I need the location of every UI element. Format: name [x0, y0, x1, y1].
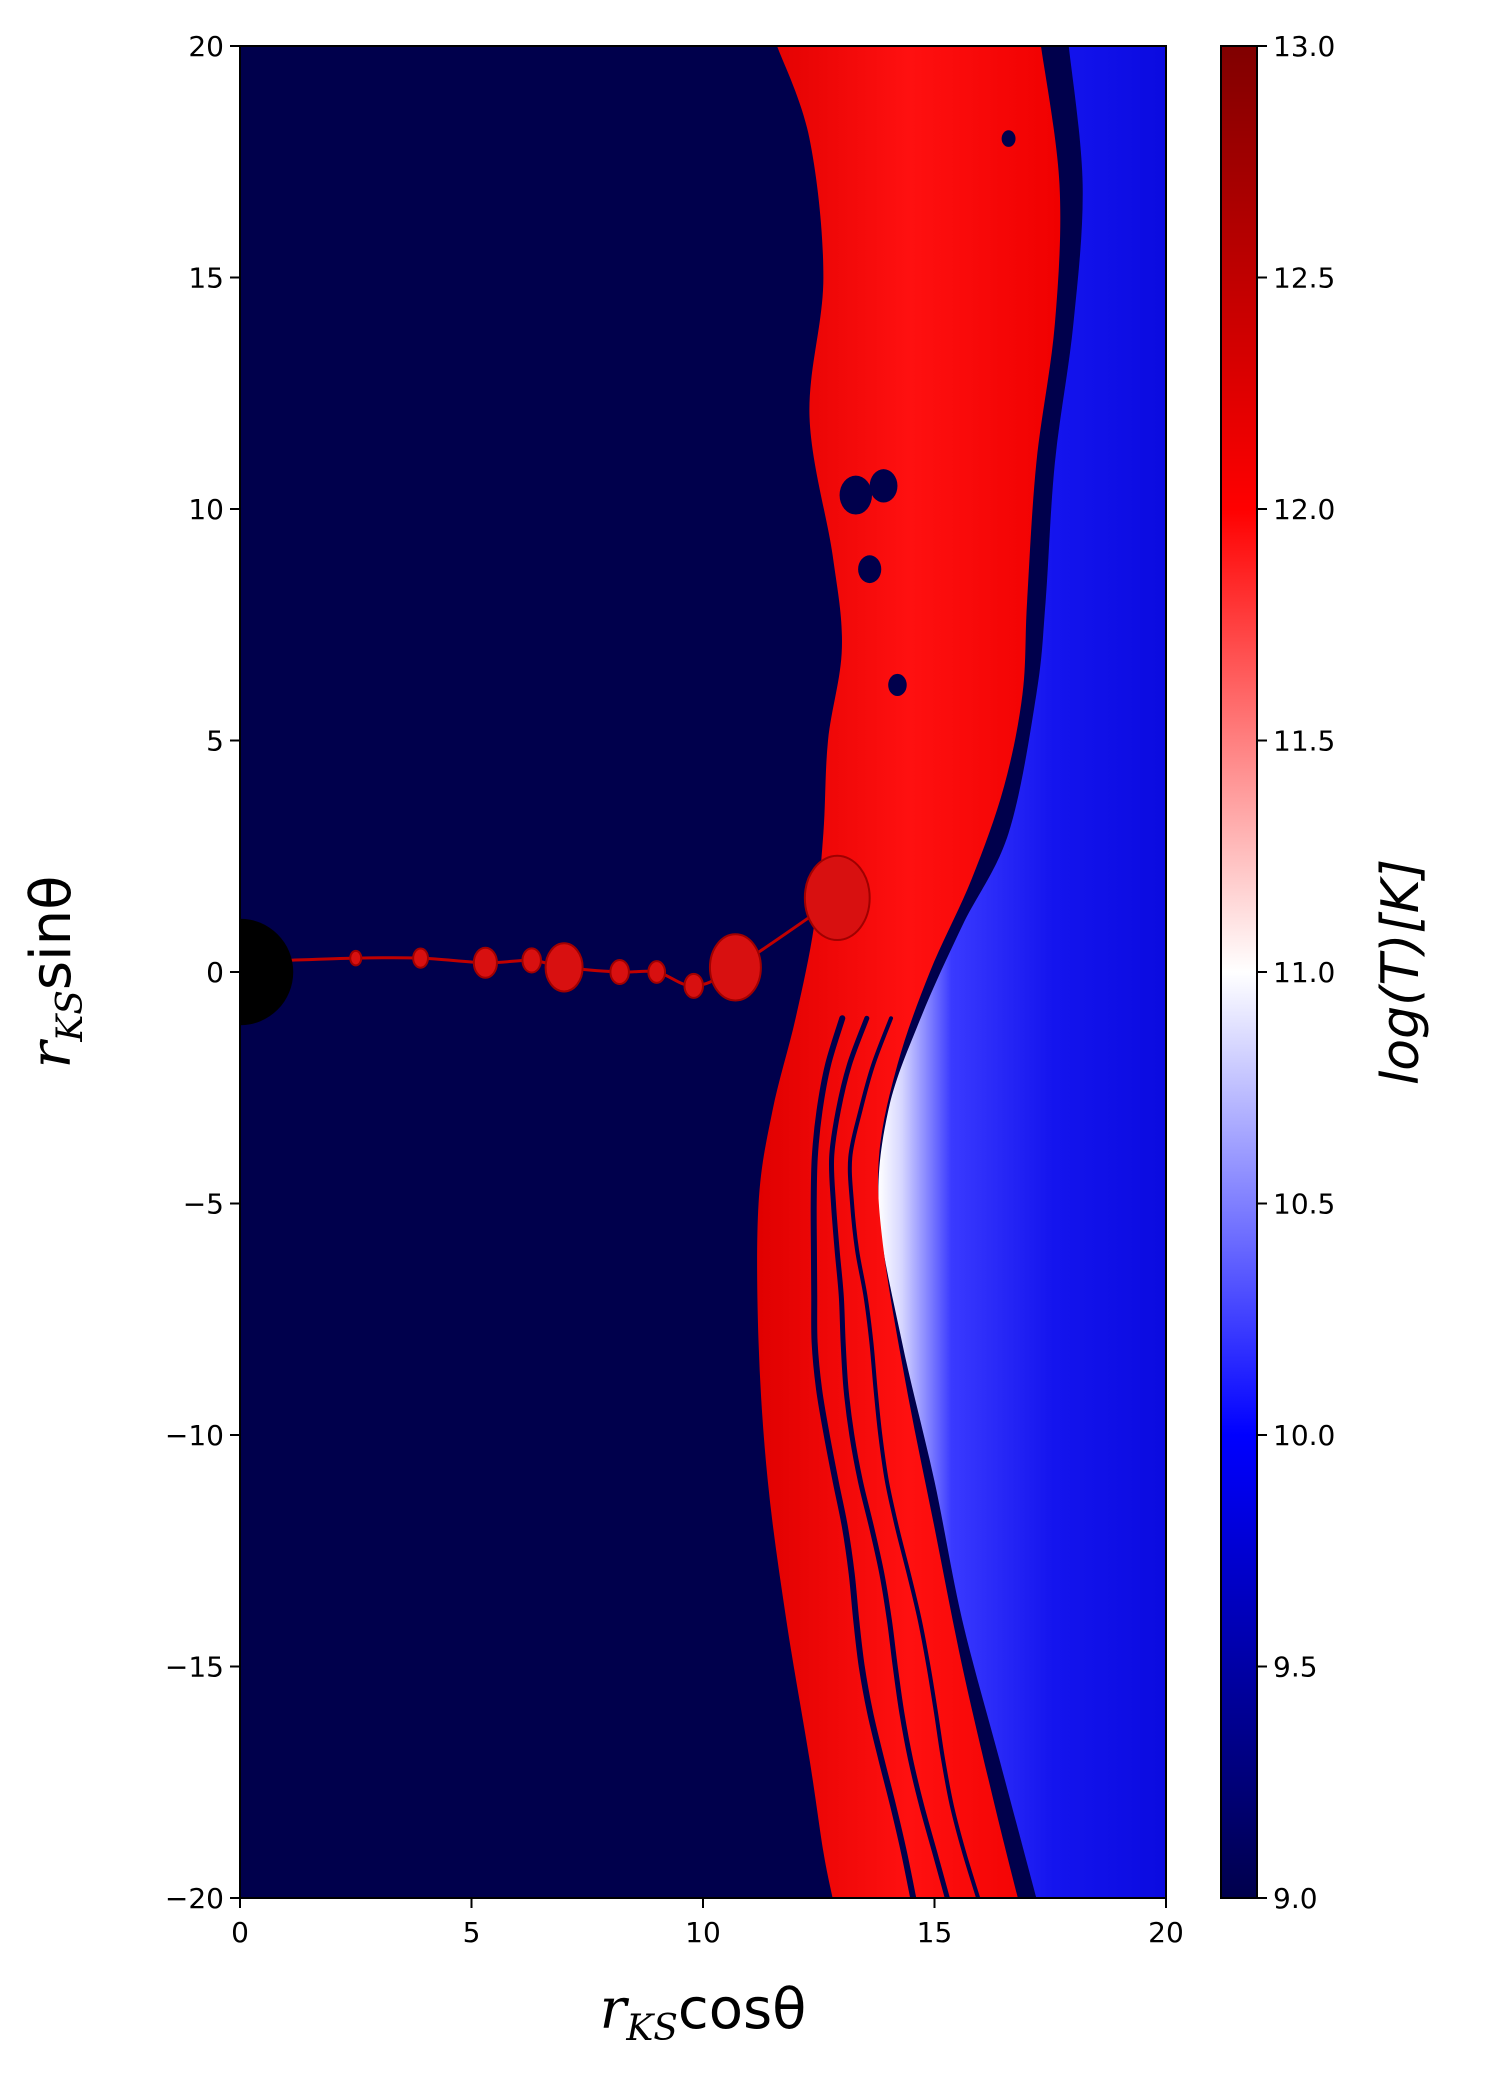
plasmoid — [683, 972, 704, 999]
plasmoid — [412, 947, 429, 969]
plasmoid — [803, 854, 871, 942]
y-tick-label: 10 — [188, 493, 224, 526]
x-axis-ticks: 0 5 10 15 20 — [231, 1898, 1184, 1949]
y-tick-label: −15 — [165, 1651, 224, 1684]
colorbar-tick-label: 10.0 — [1273, 1419, 1335, 1452]
y-tick-label: 20 — [188, 30, 224, 63]
y-tick-label: 5 — [206, 725, 224, 758]
colorbar-tick-label: 11.5 — [1273, 725, 1335, 758]
y-axis-ticks: −20 −15 −10 −5 0 5 10 15 20 — [165, 30, 240, 1915]
cold-pocket — [869, 469, 898, 503]
x-tick-label: 0 — [231, 1916, 249, 1949]
colorbar-label: log(T)[K] — [1371, 859, 1431, 1085]
colorbar-tick-label: 12.0 — [1273, 493, 1335, 526]
colorbar-tick-label: 9.0 — [1273, 1882, 1318, 1915]
cold-pocket — [858, 555, 882, 584]
cold-pocket — [839, 475, 872, 515]
y-tick-label: −5 — [183, 1188, 224, 1221]
plasmoid — [708, 933, 762, 1002]
plasmoid — [472, 946, 498, 979]
x-tick-label: 10 — [685, 1916, 721, 1949]
disk-wind-region — [757, 46, 1061, 1898]
colorbar-ticks: 9.0 9.5 10.0 10.5 11.0 11.5 12.0 12.5 13.0 — [1257, 30, 1335, 1915]
x-tick-label: 15 — [917, 1916, 953, 1949]
y-axis-label: rKSsinθ — [19, 876, 91, 1069]
cold-filament — [847, 1016, 981, 1898]
colorbar — [1220, 45, 1258, 1899]
plasmoid — [609, 958, 630, 986]
plasmoid — [521, 947, 542, 974]
colorbar-tick-label: 12.5 — [1273, 262, 1335, 295]
y-tick-label: −10 — [165, 1419, 224, 1452]
colorbar-tick-label: 11.0 — [1273, 956, 1335, 989]
plot-area — [240, 46, 1166, 1898]
x-tick-label: 5 — [463, 1916, 481, 1949]
colorbar-tick-label: 9.5 — [1273, 1651, 1318, 1684]
y-tick-label: 0 — [206, 956, 224, 989]
plasmoid — [647, 960, 667, 984]
cold-pocket — [888, 673, 907, 697]
plasmoid — [544, 942, 584, 993]
cold-filament — [828, 1015, 950, 1898]
x-axis-label: rKScosθ — [600, 1977, 807, 2049]
colorbar-tick-label: 10.5 — [1273, 1188, 1335, 1221]
plasmoid — [349, 949, 363, 967]
y-tick-label: 15 — [188, 262, 224, 295]
disk-wind-streaks — [810, 130, 1016, 1898]
hot-outflow-region — [878, 46, 1166, 1898]
cold-pocket — [1001, 130, 1016, 147]
plasmoid-chain — [286, 854, 871, 1002]
cold-filament — [810, 1015, 917, 1898]
colorbar-tick-label: 13.0 — [1273, 30, 1335, 63]
y-tick-label: −20 — [165, 1882, 224, 1915]
x-tick-label: 20 — [1148, 1916, 1184, 1949]
black-hole — [240, 918, 294, 1026]
